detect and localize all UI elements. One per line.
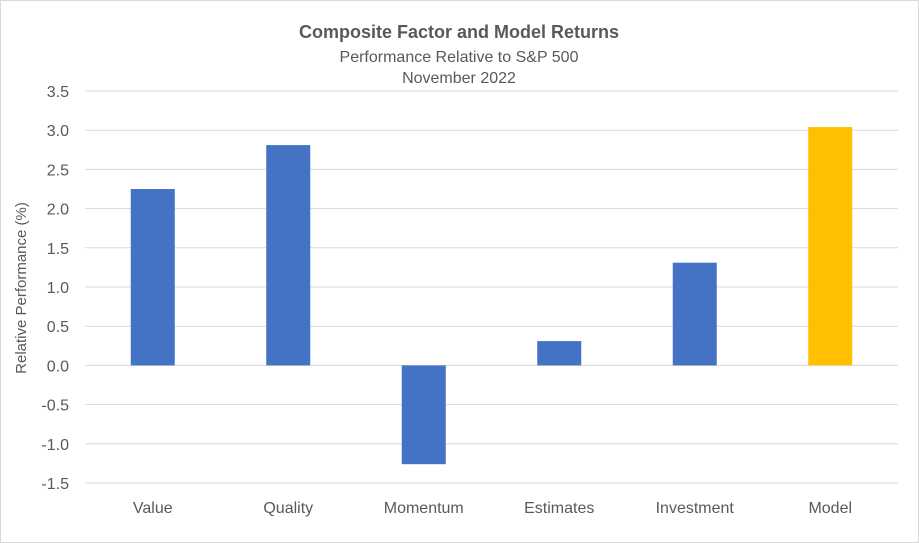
x-tick-label: Value <box>133 500 173 517</box>
y-axis-ticks: 3.5 3.0 2.5 2.0 1.5 1.0 0.5 0.0 -0.5 -1.0 -1.5 <box>41 84 69 493</box>
y-tick-label: 1.0 <box>47 280 69 297</box>
gridlines <box>85 90 898 484</box>
y-tick-label: -1.5 <box>41 476 69 493</box>
y-tick-label: 0.5 <box>47 319 69 336</box>
y-tick-label: -0.5 <box>41 398 69 415</box>
x-tick-label: Estimates <box>524 500 594 517</box>
y-tick-label: 1.5 <box>47 241 69 258</box>
y-tick-label: -1.0 <box>41 437 69 454</box>
x-tick-label: Quality <box>263 500 313 517</box>
y-tick-label: 2.0 <box>47 202 69 219</box>
bar-value <box>130 189 175 366</box>
bar-estimates <box>537 341 582 366</box>
bar-quality <box>266 145 311 366</box>
bar-investment <box>672 262 717 366</box>
x-axis-ticks: Value Quality Momentum Estimates Investment M… <box>133 500 852 517</box>
x-tick-label: Investment <box>656 500 735 517</box>
chart-subtitle-line-2: November 2022 <box>402 70 516 87</box>
x-tick-label: Momentum <box>384 500 464 517</box>
chart-subtitle-line-1: Performance Relative to S&P 500 <box>340 49 579 66</box>
y-tick-label: 3.5 <box>47 84 69 101</box>
chart-title: Composite Factor and Model Returns <box>299 22 619 42</box>
y-tick-label: 3.0 <box>47 123 69 140</box>
bar-model <box>808 127 853 366</box>
bar-momentum <box>401 365 446 465</box>
x-tick-label: Model <box>808 500 852 517</box>
y-axis-label: Relative Performance (%) <box>13 202 30 374</box>
bars <box>130 127 853 465</box>
y-tick-label: 0.0 <box>47 358 69 375</box>
y-tick-label: 2.5 <box>47 162 69 179</box>
